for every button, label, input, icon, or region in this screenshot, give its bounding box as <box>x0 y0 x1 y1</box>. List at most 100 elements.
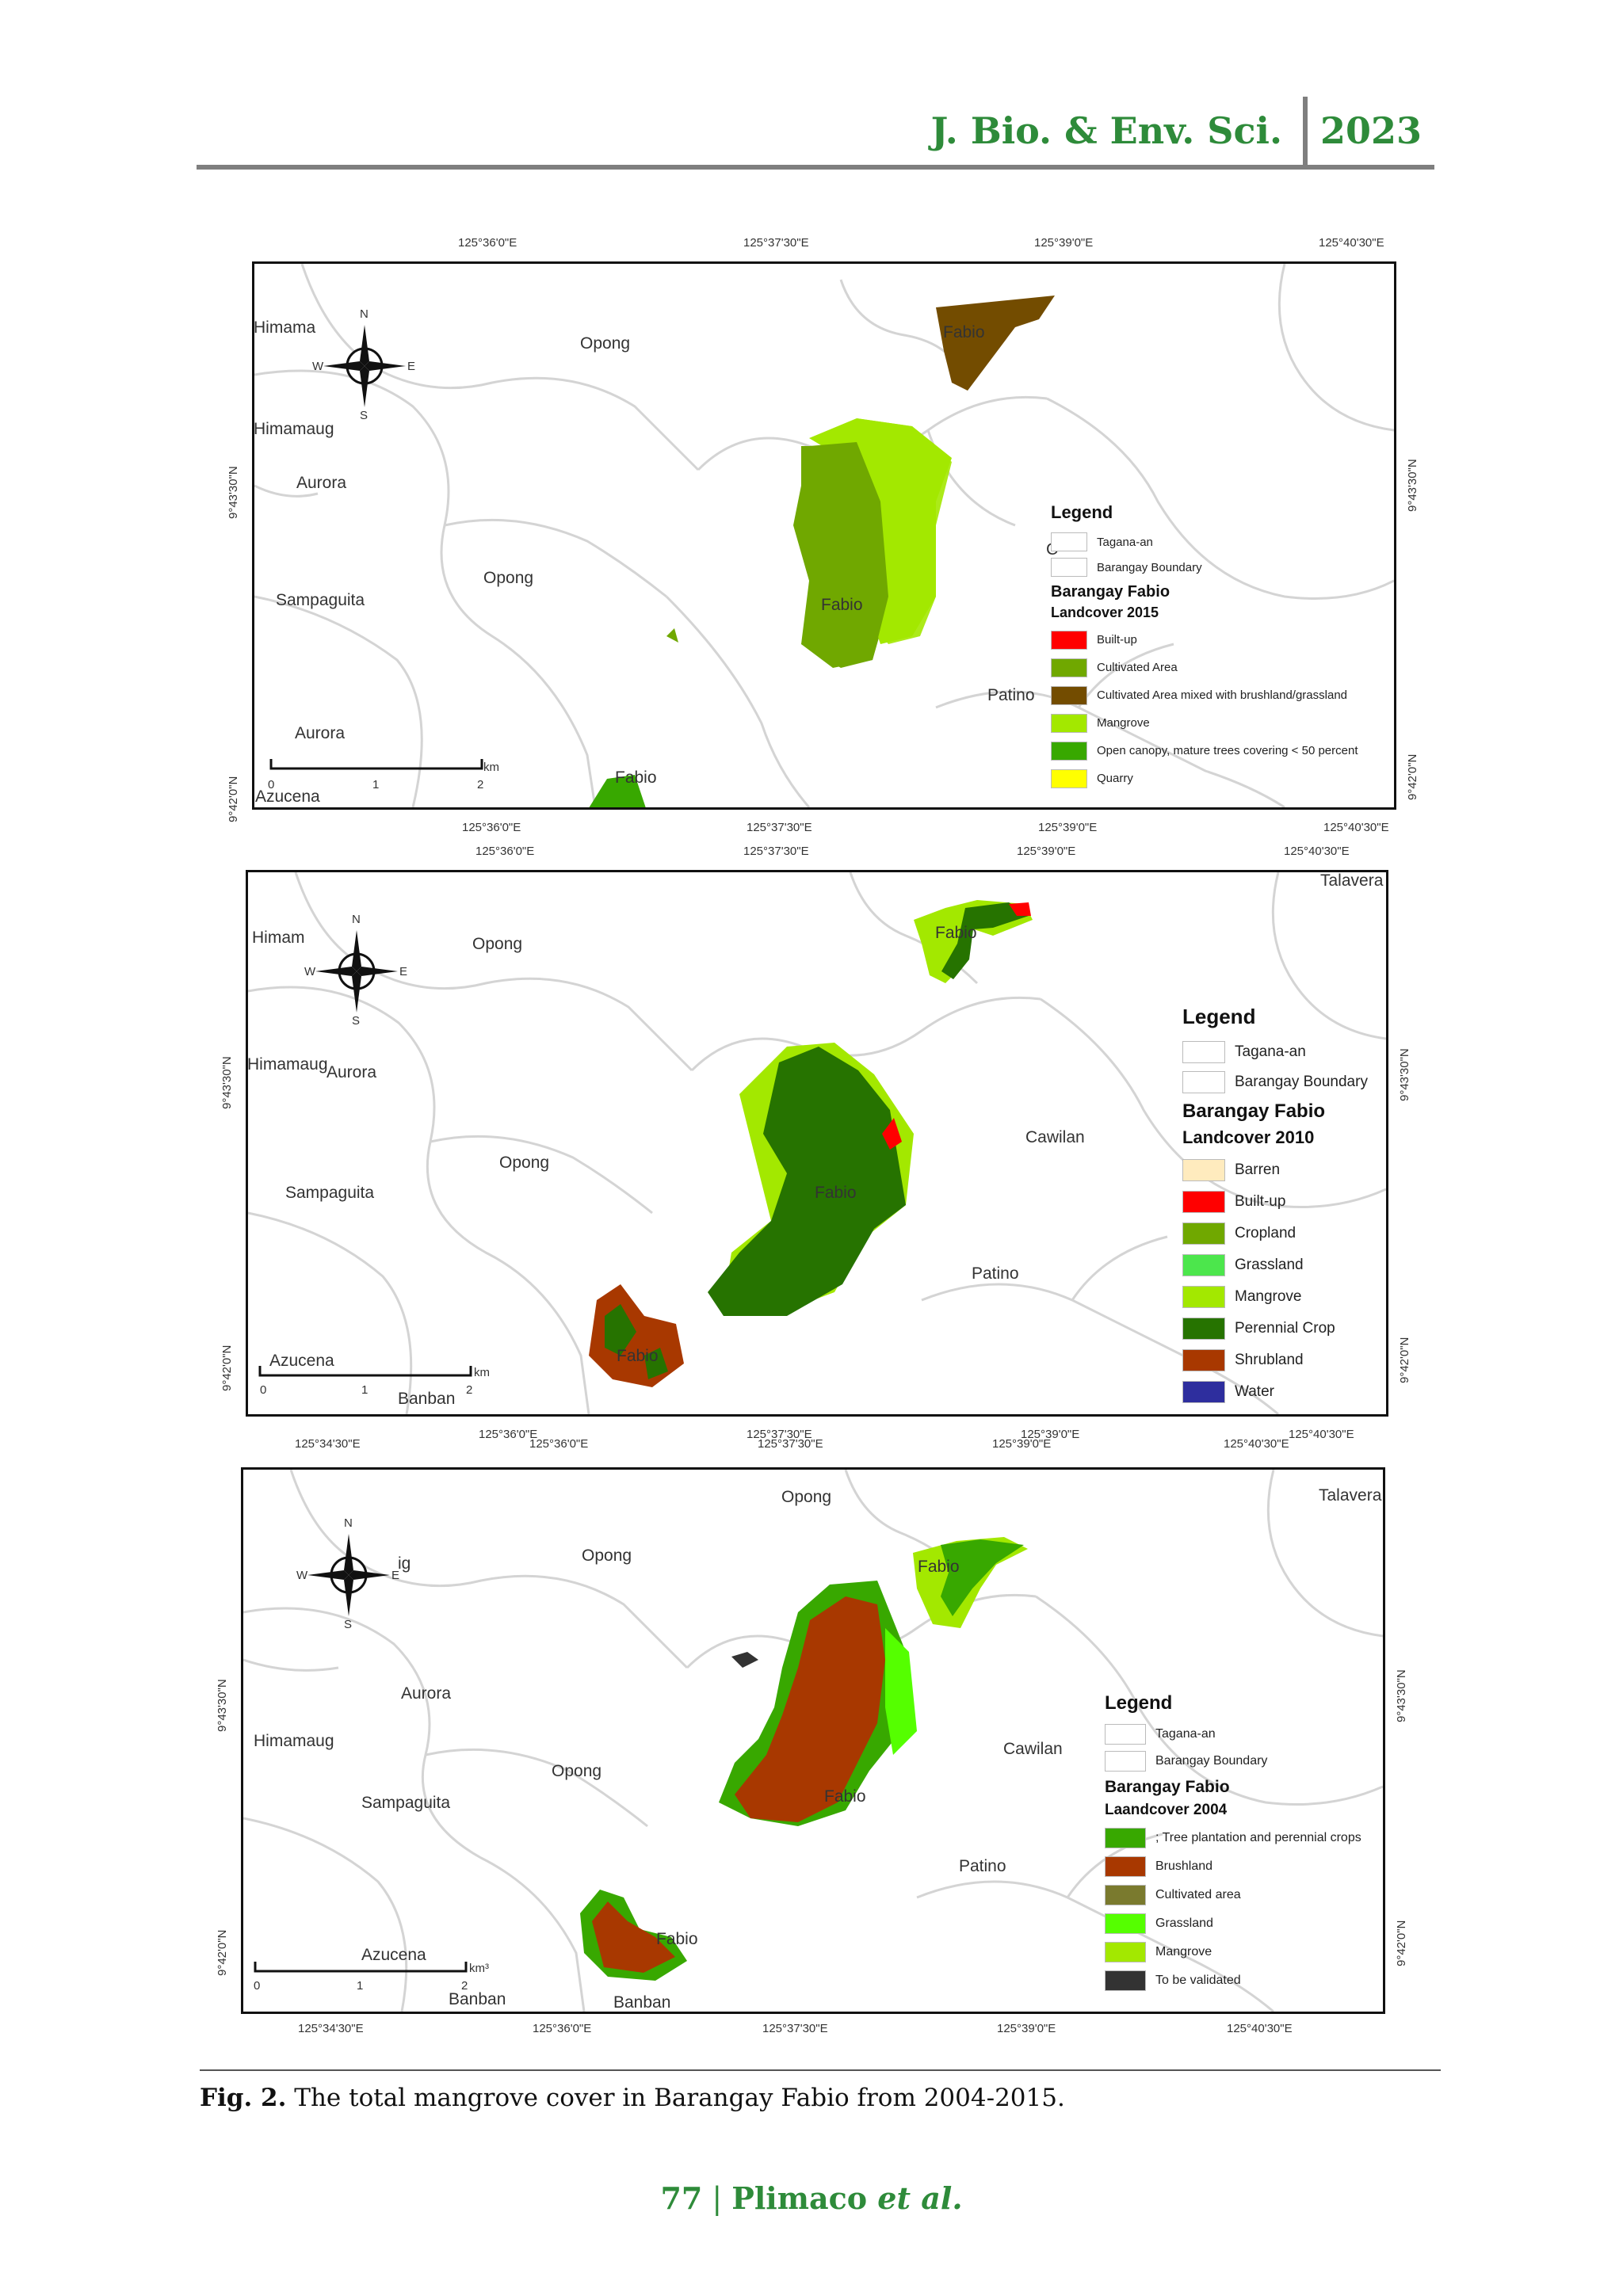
bottom-coord: 125°36'0"E <box>479 1428 538 1441</box>
page-footer: 77 | Plimaco et al. <box>0 2180 1623 2216</box>
legend-swatch <box>1182 1286 1225 1308</box>
place-label: Fabio <box>815 1184 857 1202</box>
right-coord: 9°42'0"N <box>1398 1337 1411 1383</box>
region-grassland-main <box>885 1628 917 1755</box>
legend-swatch <box>1051 713 1087 733</box>
legend-swatch <box>1182 1254 1225 1276</box>
left-coord: 9°43'30"N <box>216 1679 229 1732</box>
place-label: Cawilan <box>1003 1740 1063 1758</box>
legend-label: Mangrove <box>1155 1945 1212 1958</box>
legend: Legend Tagana-an Barangay Boundary Baran… <box>1051 502 1392 792</box>
legend-swatch <box>1182 1349 1225 1371</box>
place-label: Opong <box>552 1762 602 1780</box>
top-coord: 125°39'0"E <box>992 1437 1052 1451</box>
place-label: Aurora <box>327 1063 377 1081</box>
figure-label: Fig. 2. <box>200 2084 287 2112</box>
place-label: Fabio <box>943 323 985 341</box>
place-label: Opong <box>483 569 534 587</box>
journal-year: 2023 <box>1319 109 1422 152</box>
left-coord: 9°42'0"N <box>216 1929 229 1976</box>
place-label: Fabio <box>935 924 977 942</box>
legend-item: Open canopy, mature trees covering < 50 … <box>1051 737 1392 765</box>
compass-icon <box>307 1534 390 1616</box>
place-label: Patino <box>987 686 1035 704</box>
top-coord: 125°40'30"E <box>1319 236 1384 250</box>
bottom-coord: 125°37'30"E <box>747 821 812 834</box>
legend-title: Legend <box>1182 1005 1256 1028</box>
bottom-coord: 125°39'0"E <box>1021 1428 1080 1441</box>
place-label: Himam <box>252 929 305 947</box>
legend-label: To be validated <box>1155 1974 1241 1987</box>
region-brushland-south <box>592 1901 675 1973</box>
compass-s: S <box>360 409 369 422</box>
place-label: Himamaug <box>247 1055 328 1074</box>
legend-swatch <box>1105 1885 1146 1905</box>
legend-item: Cropland <box>1182 1218 1381 1249</box>
legend-item: Cultivated area <box>1105 1881 1377 1909</box>
left-coord: 9°42'0"N <box>220 1344 234 1391</box>
caption-rule <box>200 2069 1441 2071</box>
compass-n: N <box>344 1516 353 1530</box>
legend-swatch <box>1105 1913 1146 1934</box>
figure-caption-text: The total mangrove cover in Barangay Fab… <box>286 2084 1065 2112</box>
bottom-coord: 125°39'0"E <box>1038 821 1098 834</box>
place-label: Azucena <box>361 1946 426 1964</box>
top-coord: 125°39'0"E <box>1034 236 1094 250</box>
legend-swatch <box>1105 1828 1146 1848</box>
legend-swatch <box>1105 1970 1146 1991</box>
legend-subtitle: Barangay Fabio <box>1182 1100 1326 1122</box>
compass-rose: N S W E <box>309 307 420 422</box>
legend-label: Quarry <box>1097 772 1133 785</box>
legend-item: Barangay Boundary <box>1051 555 1392 580</box>
region-open-canopy <box>589 775 646 807</box>
top-coord: 125°37'30"E <box>743 236 809 250</box>
top-coord: 125°39'0"E <box>1017 845 1076 858</box>
region-perennial-north <box>941 902 1029 979</box>
legend-label: Grassland <box>1235 1257 1304 1273</box>
legend-item: Quarry <box>1051 765 1392 792</box>
map-drawing <box>254 264 1394 807</box>
place-label: ig <box>398 1554 411 1573</box>
place-label: Banban <box>398 1390 456 1408</box>
map-drawing <box>248 872 1386 1414</box>
legend-label: Built-up <box>1235 1193 1286 1210</box>
top-coord: 125°34'30"E <box>295 1437 361 1451</box>
scale-bar: 0 1 2 km <box>268 757 507 797</box>
header-separator <box>1303 97 1308 166</box>
legend-label: Cultivated area <box>1155 1888 1241 1901</box>
legend-item: Water <box>1182 1376 1381 1408</box>
header-rule <box>197 165 1434 170</box>
map-frame <box>241 1467 1385 2014</box>
left-coord: 9°43'30"N <box>227 466 240 519</box>
left-coord: 9°42'0"N <box>227 776 240 822</box>
legend-item: Shrubland <box>1182 1344 1381 1376</box>
legend-item: To be validated <box>1105 1966 1377 1995</box>
top-coord: 125°36'0"E <box>458 236 517 250</box>
compass-icon <box>323 325 406 407</box>
place-label: Patino <box>972 1264 1019 1283</box>
compass-rose: N S W E <box>301 913 412 1028</box>
region-shrubland-south <box>589 1284 684 1387</box>
place-label: Fabio <box>615 769 657 787</box>
legend-item: Cultivated Area <box>1051 654 1392 681</box>
bottom-coord: 125°36'0"E <box>462 821 521 834</box>
legend-item: Grassland <box>1182 1249 1381 1281</box>
scale-tick: 2 <box>466 1383 473 1397</box>
legend-item: Cultivated Area mixed with brushland/gra… <box>1051 681 1392 709</box>
legend-swatch <box>1182 1318 1225 1340</box>
place-label: Fabio <box>617 1347 659 1365</box>
place-label: Opong <box>781 1488 832 1506</box>
compass-w: W <box>304 965 316 978</box>
footer-authors: Plimaco <box>731 2180 878 2216</box>
place-label: Aurora <box>401 1684 452 1703</box>
left-coord: 9°43'30"N <box>220 1056 234 1109</box>
legend-swatch <box>1051 685 1087 705</box>
legend-swatch <box>1051 658 1087 677</box>
legend-item: Grassland <box>1105 1909 1377 1938</box>
place-label: Opong <box>472 935 523 953</box>
region-builtup-north <box>1009 902 1031 916</box>
place-label: Fabio <box>918 1558 960 1576</box>
place-label: Aurora <box>296 474 347 492</box>
compass-w: W <box>296 1569 308 1582</box>
legend-title: Legend <box>1105 1692 1173 1714</box>
